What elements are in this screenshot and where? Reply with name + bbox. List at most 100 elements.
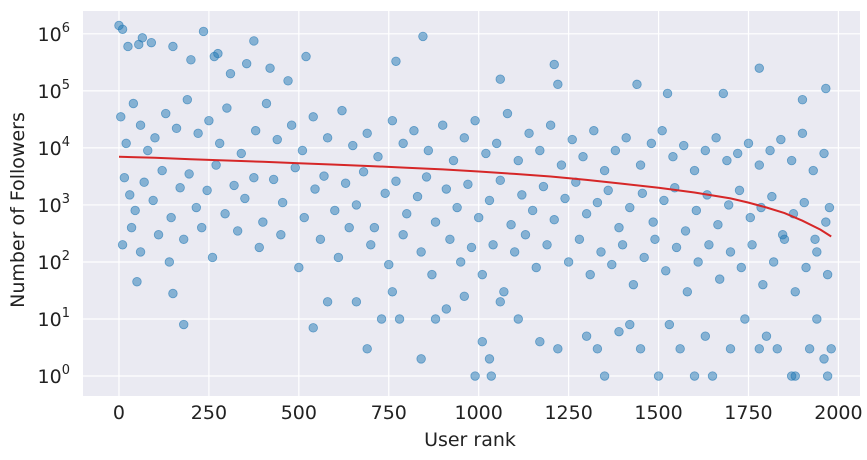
scatter-point <box>700 331 711 341</box>
scatter-point <box>117 240 128 250</box>
scatter-point <box>754 344 764 354</box>
scatter-point <box>463 179 473 189</box>
scatter-point <box>290 162 300 173</box>
scatter-point <box>161 108 171 119</box>
scatter-point <box>211 160 221 170</box>
scatter-point <box>322 297 333 307</box>
scatter-point <box>637 188 648 198</box>
scatter-point <box>477 336 487 347</box>
scatter-point <box>743 138 754 149</box>
scatter-point <box>421 172 432 182</box>
scatter-point <box>745 212 755 223</box>
scatter-point <box>132 277 142 287</box>
scatter-point <box>164 257 175 267</box>
scatter-point <box>614 222 624 233</box>
scatter-point <box>596 247 606 257</box>
scatter-point <box>222 103 232 113</box>
scatter-point <box>441 184 452 194</box>
scatter-point <box>535 336 545 347</box>
scatter-point <box>168 288 178 299</box>
scatter-point <box>635 160 646 170</box>
scatter-point <box>761 331 772 341</box>
y-tick-label: 104 <box>38 135 70 160</box>
scatter-point <box>330 205 340 216</box>
scatter-point <box>689 165 700 176</box>
scatter-point <box>542 240 552 250</box>
scatter-point <box>402 209 412 219</box>
scatter-point <box>452 202 462 213</box>
x-tick-label: 1000 <box>455 402 503 424</box>
scatter-point <box>153 230 164 240</box>
scatter-point <box>459 133 470 143</box>
scatter-point <box>423 145 434 156</box>
scatter-point <box>470 371 480 381</box>
scatter-point <box>625 202 635 213</box>
scatter-point <box>204 115 214 126</box>
scatter-point <box>614 326 624 337</box>
scatter-point <box>549 215 559 225</box>
scatter-point <box>229 180 239 191</box>
scatter-point <box>148 195 158 206</box>
scatter-point <box>265 63 275 73</box>
scatter-point <box>556 160 567 170</box>
scatter-point <box>369 222 380 233</box>
scatter-point <box>535 145 545 156</box>
scatter-point <box>628 279 639 290</box>
scatter-point <box>680 226 691 236</box>
scatter-point <box>310 184 320 194</box>
y-tick-label: 102 <box>38 249 70 274</box>
x-tick-label: 500 <box>281 402 317 424</box>
scatter-point <box>768 257 779 267</box>
scatter-point <box>119 173 130 183</box>
scatter-point <box>732 148 743 159</box>
scatter-point <box>168 41 178 52</box>
scatter-point <box>418 31 428 42</box>
scatter-point <box>179 234 189 244</box>
x-tick-label: 250 <box>191 402 227 424</box>
scatter-point <box>412 191 423 202</box>
scatter-point <box>527 205 538 216</box>
scatter-point <box>589 126 599 136</box>
scatter-point <box>456 257 466 267</box>
scatter-point <box>646 138 657 149</box>
scatter-point <box>819 354 829 364</box>
scatter-point <box>175 183 185 193</box>
scatter-point <box>362 344 372 354</box>
scatter-point <box>671 242 682 253</box>
scatter-point <box>362 128 372 139</box>
scatter-point <box>499 287 509 297</box>
scatter-point <box>130 205 140 216</box>
scatter-point <box>135 120 146 130</box>
scatter-point <box>812 247 822 257</box>
scatter-point <box>441 304 452 314</box>
scatter-point <box>821 83 831 94</box>
scatter-point <box>351 200 362 210</box>
scatter-point <box>520 230 531 240</box>
scatter-point <box>574 234 585 244</box>
scatter-point <box>664 319 675 330</box>
scatter-points <box>114 20 836 381</box>
scatter-point <box>819 148 829 159</box>
scatter-point <box>198 26 209 37</box>
scatter-point <box>416 354 426 364</box>
scatter-point <box>679 140 689 151</box>
x-tick-label: 2000 <box>814 402 862 424</box>
scatter-point <box>139 177 149 187</box>
y-axis-label: Number of Followers <box>7 112 29 308</box>
scatter-point <box>445 234 455 244</box>
scatter-point <box>308 323 318 333</box>
scatter-point <box>693 257 703 267</box>
scatter-point <box>659 195 669 206</box>
scatter-point <box>517 190 527 200</box>
scatter-point <box>639 252 649 263</box>
scatter-point <box>747 240 757 250</box>
scatter-point <box>250 126 261 136</box>
scatter-point <box>545 120 556 130</box>
scatter-point <box>484 195 495 206</box>
scatter-point <box>193 128 203 139</box>
scatter-point <box>797 94 808 105</box>
scatter-point <box>810 234 820 244</box>
scatter-point <box>740 314 750 324</box>
scatter-point <box>150 133 160 143</box>
scatter-point <box>254 242 264 253</box>
